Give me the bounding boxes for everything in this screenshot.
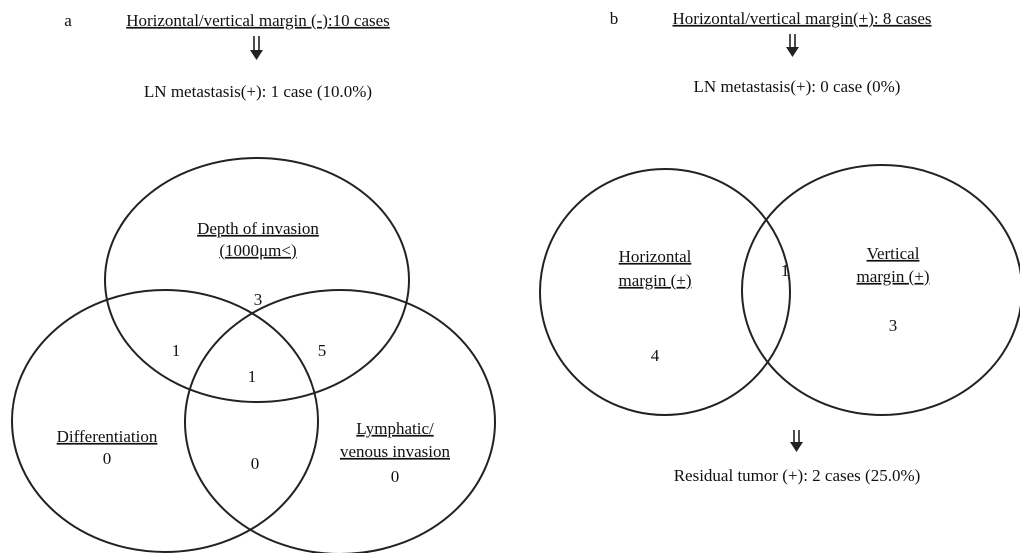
set-label: Differentiation (57, 427, 158, 446)
panel-label: b (610, 9, 619, 28)
venn-circle (104, 157, 410, 403)
down-arrow (786, 34, 799, 57)
region-count: 0 (251, 454, 260, 473)
result-text: LN metastasis(+): 1 case (10.0%) (144, 82, 372, 101)
set-label: Horizontal (619, 247, 692, 266)
down-arrow (790, 430, 803, 452)
panel-heading: Horizontal/vertical margin(+): 8 cases (673, 9, 932, 28)
venn-circle (539, 168, 791, 416)
region-count: 5 (318, 341, 327, 360)
outcome-text: Residual tumor (+): 2 cases (25.0%) (674, 466, 921, 485)
set-label: venous invasion (340, 442, 451, 461)
region-count: 3 (889, 316, 898, 335)
set-label: Lymphatic/ (356, 419, 434, 438)
panel-heading: Horizontal/vertical margin (-):10 cases (126, 11, 390, 30)
region-count: 1 (248, 367, 257, 386)
set-label: margin (+) (856, 267, 929, 286)
region-count: 1 (172, 341, 181, 360)
region-count: 4 (651, 346, 660, 365)
venn-circle (184, 289, 496, 553)
region-count: 0 (103, 449, 112, 468)
set-label: margin (+) (618, 271, 691, 290)
set-label: (1000μm<) (219, 241, 296, 260)
result-text: LN metastasis(+): 0 case (0%) (694, 77, 901, 96)
set-label: Vertical (867, 244, 920, 263)
region-count: 1 (781, 261, 790, 280)
region-count: 0 (391, 467, 400, 486)
venn-circle (741, 164, 1020, 416)
region-count: 3 (254, 290, 263, 309)
panel-label: a (64, 11, 72, 30)
set-label: Depth of invasion (197, 219, 319, 238)
venn-circle (11, 289, 319, 553)
down-arrow (250, 36, 263, 60)
